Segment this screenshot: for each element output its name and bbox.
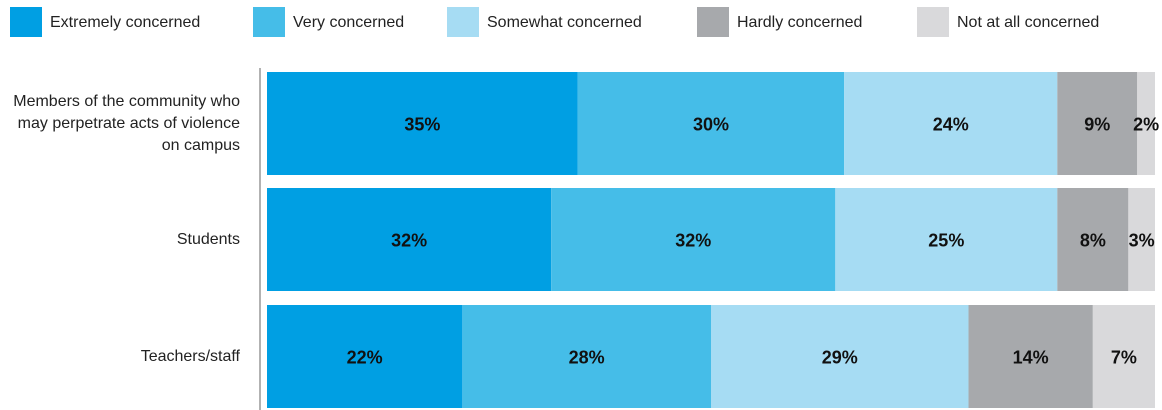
value-label: 7% (1111, 347, 1137, 367)
legend-label: Somewhat concerned (487, 14, 642, 31)
bar-segment (1057, 72, 1138, 175)
value-label: 3% (1129, 230, 1155, 250)
bar-segment (267, 305, 463, 408)
bar-segment (1057, 188, 1129, 291)
legend-swatch (917, 7, 949, 37)
legend-label: Extremely concerned (50, 14, 200, 31)
value-label: 24% (933, 114, 969, 134)
bar-segment (835, 188, 1058, 291)
bar-segment (1137, 72, 1155, 175)
value-label: 9% (1084, 114, 1110, 134)
value-label: 35% (404, 114, 440, 134)
value-label: 22% (347, 347, 383, 367)
legend-swatch (697, 7, 729, 37)
bar-segment (968, 305, 1093, 408)
bar-segment (711, 305, 969, 408)
legend-swatch (10, 7, 42, 37)
value-label: 2% (1133, 114, 1159, 134)
bar-segment (267, 188, 552, 291)
value-label: 25% (928, 230, 964, 250)
category-label: Students (176, 230, 240, 248)
category-label: Teachers/staff (140, 347, 240, 365)
value-label: 32% (391, 230, 427, 250)
bar-segment (577, 72, 845, 175)
value-label: 30% (693, 114, 729, 134)
bar-segment (267, 72, 578, 175)
bar-segment (551, 188, 836, 291)
bar-segment (1092, 305, 1155, 408)
value-label: 28% (569, 347, 605, 367)
category-label: Members of the community who may perpetr… (13, 92, 240, 154)
legend-swatch (253, 7, 285, 37)
legend-label: Not at all concerned (957, 14, 1099, 31)
bar-segment (1128, 188, 1155, 291)
legend-label: Very concerned (293, 14, 404, 31)
value-label: 8% (1080, 230, 1106, 250)
legend-swatch (447, 7, 479, 37)
bar-segment (844, 72, 1058, 175)
bar-segment (462, 305, 711, 408)
value-label: 32% (675, 230, 711, 250)
value-label: 29% (822, 347, 858, 367)
value-label: 14% (1013, 347, 1049, 367)
legend-label: Hardly concerned (737, 14, 862, 31)
